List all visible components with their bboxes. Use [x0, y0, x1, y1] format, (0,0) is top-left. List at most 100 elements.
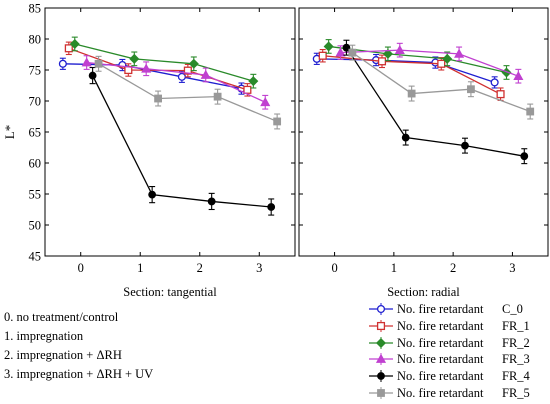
legend-series-code: FR_2	[502, 335, 530, 350]
legend-entry-FR_2: No. fire retardant FR_2	[362, 335, 548, 351]
series-FR_5	[94, 55, 282, 130]
data-point	[490, 78, 499, 87]
legend-symbol	[369, 370, 393, 383]
data-point	[88, 71, 97, 80]
note-1: 1. impregnation	[4, 329, 84, 343]
y-tick-label: 85	[29, 2, 42, 16]
data-point	[342, 43, 351, 52]
data-point	[207, 197, 216, 206]
y-tick-label: 65	[29, 126, 42, 140]
legend-marker	[375, 337, 387, 348]
series-FR_4	[88, 66, 276, 216]
note-3: 3. impregnation + ΔRH + UV	[4, 367, 154, 381]
series-FR_5	[348, 44, 535, 120]
legend-entry-FR_3: No. fire retardant FR_3	[362, 351, 548, 367]
data-point	[461, 141, 469, 150]
series-line	[98, 63, 278, 123]
y-tick-label: 60	[29, 157, 42, 171]
y-tick-label: 80	[29, 33, 42, 47]
data-point	[377, 57, 387, 66]
legend-series-code: FR_3	[502, 352, 530, 367]
data-point	[243, 85, 252, 94]
legend-series-code: FR_1	[502, 318, 530, 333]
chart-legend: No. fire retardant C_0 No. fire retardant F…	[362, 298, 548, 404]
series-C_0	[312, 52, 499, 89]
legend-marker	[376, 321, 386, 330]
series-line	[351, 52, 531, 113]
x-tick-label: 2	[197, 261, 203, 275]
y-tick-label: 50	[29, 219, 42, 233]
legend-label: No. fire retardant	[397, 369, 484, 384]
series-FR_2	[69, 36, 259, 89]
series-line	[328, 45, 507, 74]
legend-series-code: FR_4	[502, 369, 530, 384]
legend-label: No. fire retardant	[397, 318, 484, 333]
legend-entry-FR_4: No. fire retardant FR_4	[362, 368, 548, 384]
treatment-notes: 0. no treatment/control 1. impregnation …	[4, 308, 153, 384]
data-point	[335, 47, 346, 57]
data-point	[442, 53, 453, 64]
note-2: 2. impregnation + ΔRH	[4, 348, 122, 362]
legend-label: No. fire retardant	[397, 335, 484, 350]
data-point	[94, 59, 103, 68]
y-tick-label: 45	[29, 250, 42, 264]
series-line	[86, 61, 266, 103]
data-point	[454, 48, 465, 58]
legend-marker	[375, 354, 387, 364]
series-line	[92, 75, 272, 208]
series-FR_3	[81, 55, 271, 110]
chart-panel-1: 0 1 2 3 Section: radial	[298, 7, 549, 299]
x-tick-label: 3	[256, 261, 262, 275]
legend-label: No. fire retardant	[397, 302, 484, 316]
note-0: 0. no treatment/control	[4, 310, 119, 324]
data-point	[496, 90, 505, 99]
data-point	[273, 117, 282, 126]
data-point	[526, 107, 535, 116]
data-point	[64, 44, 73, 53]
data-point	[323, 41, 334, 52]
x-tick-label: 0	[78, 261, 84, 275]
data-point	[213, 92, 222, 101]
legend-label: No. fire retardant	[397, 386, 484, 400]
legend-series-code: C_0	[502, 302, 523, 316]
y-tick-label: 70	[29, 95, 42, 109]
series-line	[340, 49, 519, 77]
data-point	[200, 69, 211, 79]
x-tick-label: 3	[509, 261, 515, 275]
data-point	[260, 97, 271, 107]
legend-symbol	[369, 319, 393, 332]
data-point	[348, 48, 357, 57]
legend-symbol	[369, 336, 393, 349]
data-point	[401, 133, 410, 142]
y-axis-label: L*	[2, 125, 17, 139]
legend-series-code: FR_5	[502, 386, 530, 400]
panel-axis-title: Section: radial	[387, 285, 460, 299]
legend-symbol	[369, 303, 393, 315]
data-point	[382, 48, 393, 59]
series-line	[62, 63, 242, 90]
data-point	[520, 152, 529, 161]
data-point	[513, 70, 524, 81]
legend-entry-C_0: No. fire retardant C_0	[362, 301, 548, 317]
data-point	[437, 59, 446, 68]
data-point	[81, 57, 92, 67]
data-point	[148, 190, 157, 199]
series-line	[316, 58, 495, 84]
data-point	[58, 59, 67, 68]
data-point	[129, 53, 140, 64]
data-point	[188, 58, 199, 69]
series-FR_4	[342, 39, 529, 165]
data-point	[318, 51, 327, 60]
data-point	[154, 94, 162, 103]
legend-entry-FR_1: No. fire retardant FR_1	[362, 318, 548, 334]
legend-marker	[377, 389, 385, 397]
legend-entry-FR_5: No. fire retardant FR_5	[362, 385, 548, 401]
data-point	[141, 63, 152, 73]
x-tick-label: 1	[391, 261, 397, 275]
data-point	[267, 203, 276, 211]
series-line	[345, 47, 525, 157]
chart-panel-0: 0 1 2 3 Section: tangential	[44, 7, 296, 299]
x-tick-label: 2	[450, 261, 456, 275]
line-chart: 45 50 55 60 65 70 75 80 85 L* 0 1 2 3 Section: tangent…	[2, 2, 549, 299]
data-point	[467, 85, 475, 94]
